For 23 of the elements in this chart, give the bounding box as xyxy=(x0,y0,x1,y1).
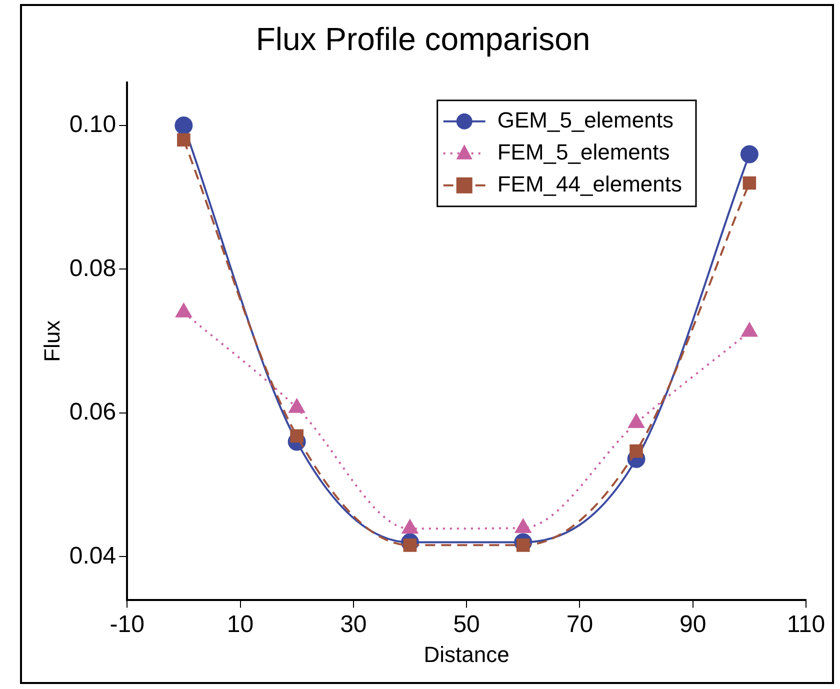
x-tick-label: 30 xyxy=(340,610,367,638)
chart-title: Flux Profile comparison xyxy=(256,21,590,58)
x-tick-label: 10 xyxy=(226,610,254,638)
legend-label: FEM_44_elements xyxy=(497,171,682,196)
legend-label: GEM_5_elements xyxy=(497,107,674,132)
y-axis-title: Flux xyxy=(39,320,64,362)
y-tick-label: 0.08 xyxy=(69,254,116,282)
x-tick-label: -10 xyxy=(110,610,144,638)
x-tick-label: 110 xyxy=(786,610,826,638)
y-tick-label: 0.10 xyxy=(69,111,116,138)
x-tick-label: 90 xyxy=(680,610,706,638)
point xyxy=(290,429,304,443)
point xyxy=(177,133,190,147)
point xyxy=(630,444,643,458)
point xyxy=(742,176,756,190)
point xyxy=(740,145,758,164)
legend-label: FEM_5_elements xyxy=(497,139,670,164)
x-tick-label: 50 xyxy=(453,610,480,638)
point xyxy=(174,116,193,135)
x-axis-title: Distance xyxy=(424,642,510,667)
y-tick-label: 0.06 xyxy=(69,398,116,426)
x-tick-label: 70 xyxy=(566,610,594,638)
y-tick-label: 0.04 xyxy=(69,542,116,570)
